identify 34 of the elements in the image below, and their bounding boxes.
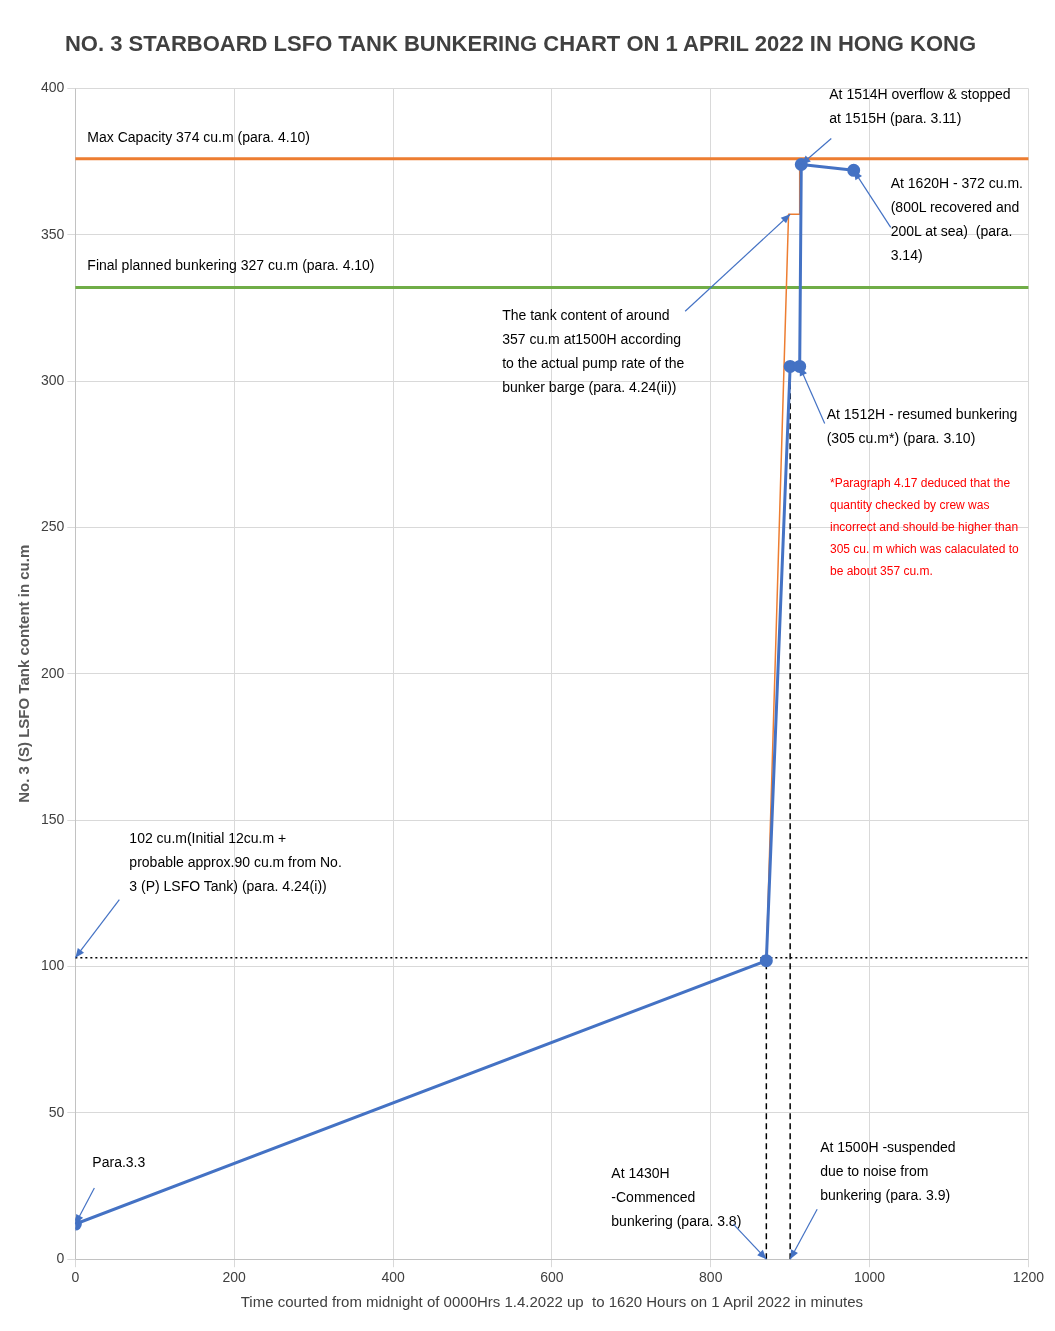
x-tick-label: 1000	[854, 1269, 886, 1286]
annotation: At 1512H - resumed bunkering (305 cu.m*) (para. 3.10)	[826, 406, 1018, 447]
point	[847, 163, 861, 177]
x-tick-label: 0	[71, 1269, 80, 1286]
annotation: At 1514H overflow & stopped at 1515H (para. 3.11)	[829, 86, 1011, 127]
annotation: At 1430H -Commenced bunkering (para. 3.8)	[611, 1165, 742, 1230]
chart-title: NO. 3 STARBOARD LSFO TANK BUNKERING CHART ON 1 APRIL 2022 IN HONG KONG	[64, 31, 977, 57]
x-tick-label: 1200	[1012, 1269, 1045, 1286]
x-tick-label: 800	[699, 1269, 723, 1286]
x-tick-label: 400	[381, 1269, 405, 1286]
annotation: *Paragraph 4.17 deduced that the quantity checked by crew was incorrect and should be higher than 305 cu. m which was calaculated to be about 357 cu.m.	[830, 476, 1020, 579]
y-tick-label: 200	[41, 664, 65, 681]
y-tick-label: 0	[56, 1250, 65, 1267]
y-tick-label: 350	[41, 225, 65, 242]
y-tick-label: 250	[41, 518, 65, 535]
y-tick-label: 100	[41, 957, 65, 974]
y-tick-label: 150	[41, 811, 65, 828]
x-axis-title: Time courted from midnight of 0000Hrs 1.4.2022 up to 1620 Hours on 1 April 2022 in minutes	[240, 1293, 864, 1311]
y-tick-label: 50	[48, 1103, 65, 1120]
annotation: At 1620H - 372 cu.m. (800L recovered and 200L at sea) (para. 3.14)	[890, 175, 1023, 264]
annotation: 102 cu.m(Initial 12cu.m + probable approx.90 cu.m from No. 3 (P) LSFO Tank) (para. 4.24(i))	[129, 829, 342, 894]
point	[759, 954, 773, 968]
annotation: At 1500H -suspended due to noise from bunkering (para. 3.9)	[820, 1139, 956, 1204]
point	[793, 359, 807, 373]
y-tick-label: 400	[41, 79, 65, 96]
ref-line-label: Final planned bunkering 327 cu.m (para. 4.10)	[87, 257, 375, 274]
y-axis-title: No. 3 (S) LSFO Tank content in cu.m	[15, 544, 33, 803]
y-tick-label: 300	[41, 371, 65, 388]
ref-line-label: Max Capacity 374 cu.m (para. 4.10)	[87, 128, 310, 145]
annotation: Para.3.3	[92, 1153, 146, 1170]
x-tick-label: 600	[540, 1269, 564, 1286]
point	[794, 158, 808, 171]
x-tick-label: 200	[222, 1269, 247, 1286]
annotation: The tank content of around 357 cu.m at1500H according to the actual pump rate of the bunker barge (para. 4.24(ii))	[502, 307, 685, 396]
